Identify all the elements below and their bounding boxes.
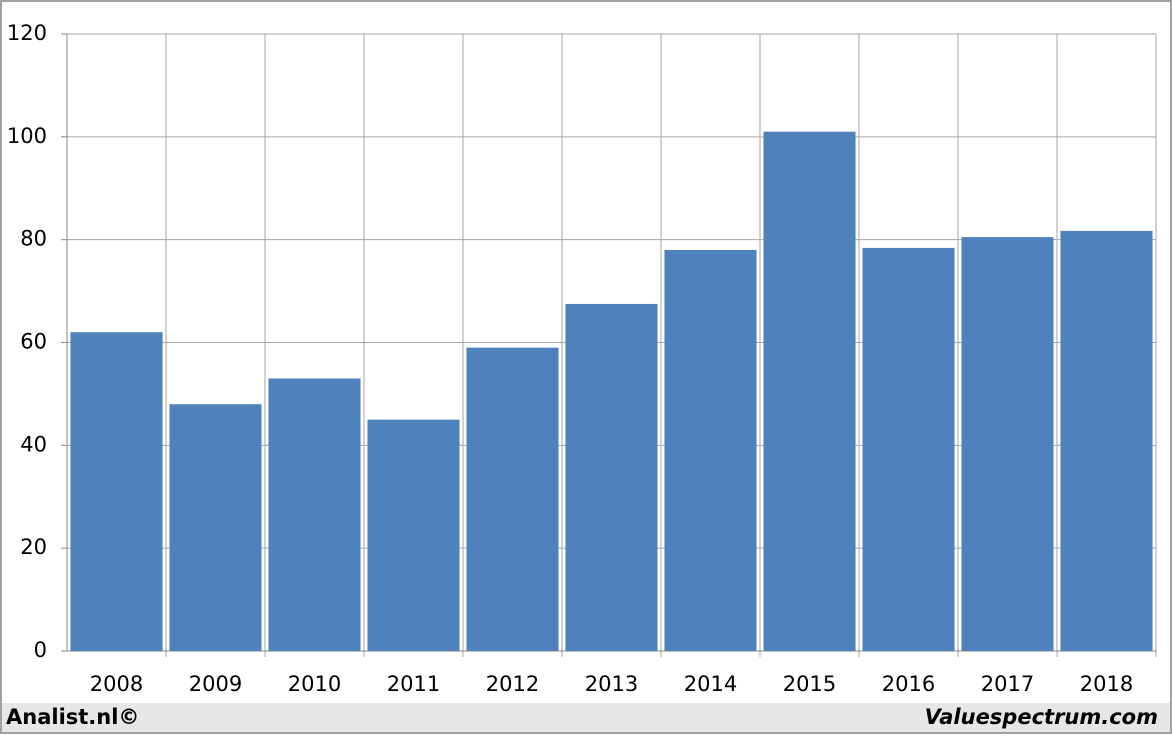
y-tick-label: 80 <box>20 227 47 251</box>
bar <box>169 404 262 651</box>
x-tick-label: 2012 <box>486 672 539 696</box>
bar <box>268 378 361 651</box>
bar <box>1060 230 1153 651</box>
y-tick-label: 100 <box>7 124 47 148</box>
bar <box>466 347 559 651</box>
footer-right: Valuespectrum.com <box>925 705 1158 729</box>
x-tick-label: 2008 <box>90 672 143 696</box>
x-tick-label: 2009 <box>189 672 242 696</box>
x-tick-label: 2018 <box>1080 672 1133 696</box>
y-tick-label: 40 <box>20 432 47 456</box>
y-tick-label: 0 <box>34 638 47 662</box>
x-tick-label: 2015 <box>783 672 836 696</box>
x-tick-label: 2013 <box>585 672 638 696</box>
bar <box>862 247 955 652</box>
footer-band <box>0 703 1172 734</box>
x-tick-label: 2011 <box>387 672 440 696</box>
bar <box>70 332 163 651</box>
bar <box>664 249 757 651</box>
bar <box>961 237 1054 652</box>
x-tick-label: 2016 <box>882 672 935 696</box>
x-tick-label: 2010 <box>288 672 341 696</box>
bar <box>565 303 658 651</box>
x-tick-label: 2017 <box>981 672 1034 696</box>
bar <box>763 131 856 652</box>
footer-left: Analist.nl© <box>6 705 139 729</box>
x-tick-label: 2014 <box>684 672 737 696</box>
y-tick-label: 20 <box>20 535 47 559</box>
y-tick-label: 120 <box>7 21 47 45</box>
y-tick-label: 60 <box>20 330 47 354</box>
bar <box>367 419 460 651</box>
